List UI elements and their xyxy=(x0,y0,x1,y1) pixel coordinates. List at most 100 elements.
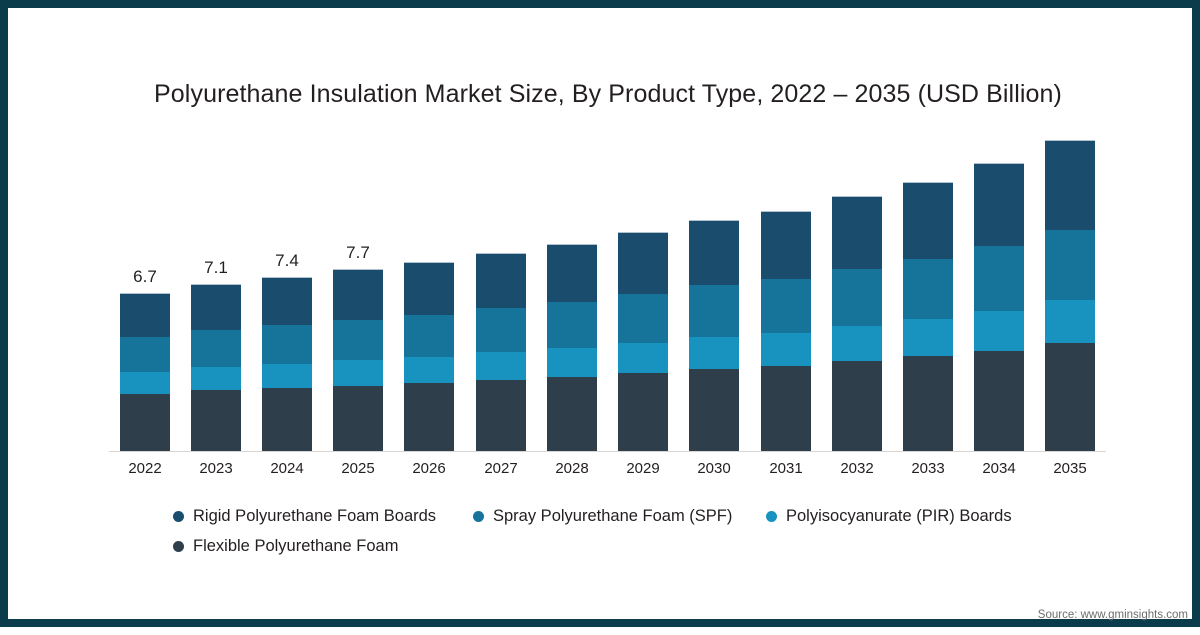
bar-group[interactable] xyxy=(903,182,953,451)
bar-segment[interactable] xyxy=(191,283,241,331)
bar-segment[interactable] xyxy=(333,385,383,451)
x-tick-label: 2025 xyxy=(341,460,375,477)
bar-segment[interactable] xyxy=(191,330,241,368)
bar-segment[interactable] xyxy=(262,363,312,389)
bar-value-label: 6.7 xyxy=(133,267,157,287)
bar-segment[interactable] xyxy=(333,269,383,321)
legend-row-2: Flexible Polyurethane Foam xyxy=(173,531,1073,561)
bar-segment[interactable] xyxy=(689,219,739,286)
x-tick-label: 2033 xyxy=(911,460,945,477)
bar-group[interactable]: 6.7 xyxy=(120,267,170,451)
bar-segment[interactable] xyxy=(547,347,597,377)
bar-segment[interactable] xyxy=(404,262,454,315)
bar-group[interactable]: 7.7 xyxy=(333,243,383,451)
bar-segment[interactable] xyxy=(689,369,739,451)
bar-segment[interactable] xyxy=(974,245,1024,311)
bar-segment[interactable] xyxy=(618,293,668,343)
bar-segment[interactable] xyxy=(120,336,170,372)
x-tick-label: 2024 xyxy=(270,460,304,477)
bar-segment[interactable] xyxy=(974,350,1024,451)
bar-group[interactable] xyxy=(1045,139,1095,451)
x-tick-label: 2029 xyxy=(626,460,660,477)
bar-segment[interactable] xyxy=(903,182,953,259)
bar-segment[interactable] xyxy=(1045,343,1095,451)
x-tick-label: 2022 xyxy=(128,460,162,477)
x-tick-label: 2032 xyxy=(840,460,874,477)
bar-segment[interactable] xyxy=(262,325,312,364)
bar-group[interactable] xyxy=(618,231,668,451)
bar-segment[interactable] xyxy=(547,301,597,348)
bar-segment[interactable] xyxy=(476,352,526,381)
bar-group[interactable] xyxy=(689,219,739,451)
bar-segment[interactable] xyxy=(547,376,597,451)
legend-item[interactable]: Polyisocyanurate (PIR) Boards xyxy=(766,507,1012,526)
chart-legend: Rigid Polyurethane Foam Boards Spray Poly… xyxy=(173,501,1073,561)
bar-segment[interactable] xyxy=(761,210,811,279)
bar-segment[interactable] xyxy=(262,276,312,326)
bar-segment[interactable] xyxy=(832,268,882,327)
bar-segment[interactable] xyxy=(404,356,454,384)
legend-item[interactable]: Spray Polyurethane Foam (SPF) xyxy=(473,507,732,526)
x-tick-label: 2028 xyxy=(555,460,589,477)
bar-segment[interactable] xyxy=(191,390,241,451)
legend-label: Polyisocyanurate (PIR) Boards xyxy=(786,506,1012,525)
bar-group[interactable] xyxy=(547,243,597,451)
bar-segment[interactable] xyxy=(832,361,882,451)
bar-group[interactable] xyxy=(404,262,454,451)
bar-segment[interactable] xyxy=(832,326,882,362)
bar-segment[interactable] xyxy=(476,380,526,451)
bar-segment[interactable] xyxy=(618,372,668,451)
bar-segment[interactable] xyxy=(404,315,454,357)
bar-segment[interactable] xyxy=(333,320,383,361)
legend-item[interactable]: Flexible Polyurethane Foam xyxy=(173,537,398,556)
bar-segment[interactable] xyxy=(689,285,739,338)
bar-segment[interactable] xyxy=(547,243,597,302)
bar-segment[interactable] xyxy=(903,319,953,357)
bar-segment[interactable] xyxy=(761,278,811,333)
bar-segment[interactable] xyxy=(191,367,241,391)
bar-group[interactable]: 7.4 xyxy=(262,251,312,451)
source-attribution: Source: www.gminsights.com xyxy=(1037,609,1188,621)
legend-color-dot-icon xyxy=(173,510,184,522)
bar-segment[interactable] xyxy=(903,356,953,451)
bar-group[interactable]: 7.1 xyxy=(191,258,241,451)
bar-group[interactable] xyxy=(974,163,1024,451)
x-tick-label: 2023 xyxy=(199,460,233,477)
legend-label: Rigid Polyurethane Foam Boards xyxy=(193,506,437,525)
legend-item[interactable]: Rigid Polyurethane Foam Boards xyxy=(173,507,436,526)
x-tick-label: 2035 xyxy=(1053,460,1087,477)
x-axis-tick-labels: 2022 2023 2024 2025 2026 2027 2028 2029 2030 2031… xyxy=(109,460,1106,482)
legend-label: Spray Polyurethane Foam (SPF) xyxy=(493,506,733,525)
bar-value-label: 7.4 xyxy=(275,250,299,270)
bar-segment[interactable] xyxy=(476,308,526,353)
x-tick-label: 2027 xyxy=(484,460,518,477)
x-tick-label: 2026 xyxy=(412,460,446,477)
bar-segment[interactable] xyxy=(262,388,312,451)
bar-segment[interactable] xyxy=(761,365,811,451)
bar-segment[interactable] xyxy=(120,371,170,394)
bar-segment[interactable] xyxy=(832,196,882,269)
x-tick-label: 2034 xyxy=(982,460,1016,477)
bar-segment[interactable] xyxy=(404,383,454,451)
bar-segment[interactable] xyxy=(120,393,170,451)
x-axis-line xyxy=(109,451,1106,452)
bar-group[interactable] xyxy=(476,253,526,451)
bar-segment[interactable] xyxy=(120,293,170,337)
bar-segment[interactable] xyxy=(974,163,1024,246)
bar-segment[interactable] xyxy=(1045,229,1095,301)
bar-segment[interactable] xyxy=(1045,300,1095,344)
bar-group[interactable] xyxy=(832,196,882,451)
bar-segment[interactable] xyxy=(974,310,1024,351)
bar-series-container: 6.7 7.1 7.4 7.7 xyxy=(109,128,1106,451)
bar-segment[interactable] xyxy=(333,360,383,386)
bar-segment[interactable] xyxy=(1045,139,1095,230)
bar-segment[interactable] xyxy=(761,332,811,366)
bar-group[interactable] xyxy=(761,210,811,451)
bar-segment[interactable] xyxy=(618,342,668,373)
bar-segment[interactable] xyxy=(903,258,953,320)
bar-segment[interactable] xyxy=(618,231,668,294)
bar-value-label: 7.1 xyxy=(204,257,228,277)
bar-segment[interactable] xyxy=(476,253,526,309)
bar-segment[interactable] xyxy=(689,337,739,370)
